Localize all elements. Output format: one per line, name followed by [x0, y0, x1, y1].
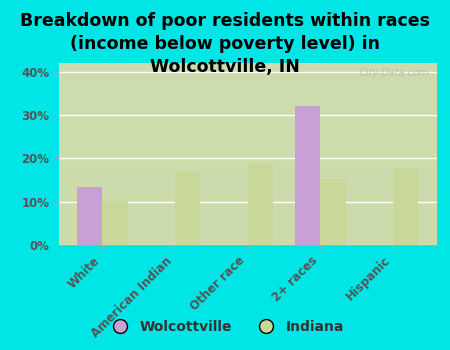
Bar	[175, 172, 200, 245]
Bar	[393, 168, 419, 245]
Text: City-Data.com: City-Data.com	[359, 69, 429, 78]
Bar	[58, 169, 436, 207]
Bar	[102, 201, 127, 245]
Bar	[320, 179, 346, 245]
Text: Breakdown of poor residents within races
(income below poverty level) in
Wolcott: Breakdown of poor residents within races…	[20, 12, 430, 76]
Bar	[76, 187, 102, 245]
Bar	[295, 106, 320, 245]
Bar	[58, 16, 436, 54]
Bar	[58, 92, 436, 130]
Bar	[58, 0, 436, 16]
Legend: Wolcottville, Indiana: Wolcottville, Indiana	[100, 314, 350, 340]
Bar	[58, 130, 436, 169]
Bar	[58, 54, 436, 92]
Bar	[58, 207, 436, 245]
Bar	[248, 163, 273, 245]
